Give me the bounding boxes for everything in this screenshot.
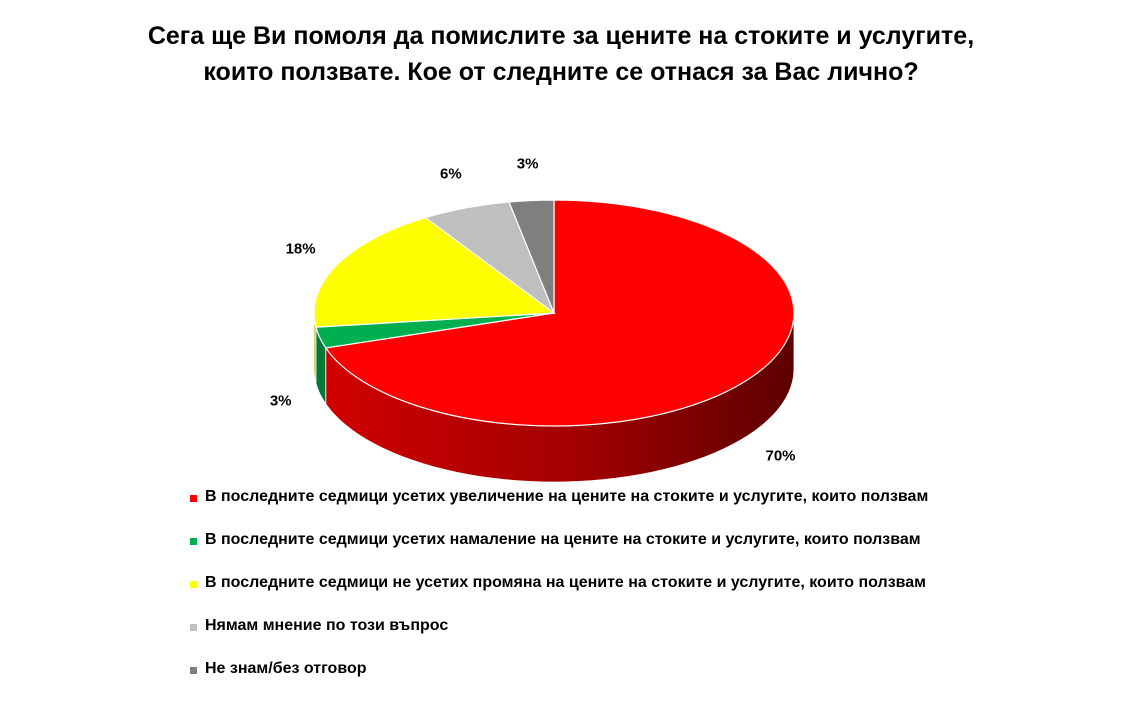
legend-label: Нямам мнение по този въпрос: [205, 617, 449, 634]
legend-item: В последните седмици усетих увеличение н…: [190, 488, 928, 531]
legend-label: В последните седмици не усетих промяна н…: [205, 574, 927, 591]
chart-title-line-2: които ползвате. Кое от следните се отнас…: [203, 58, 919, 86]
legend-item: В последните седмици усетих намаление на…: [190, 531, 928, 574]
legend-item: Не знам/без отговор: [190, 660, 928, 703]
legend-label: Не знам/без отговор: [205, 660, 367, 677]
pie-tops: [313, 199, 795, 427]
pie-slice: [324, 199, 795, 427]
legend-swatch: [190, 538, 197, 545]
pie-sides: [313, 312, 795, 483]
data-label: 3%: [517, 156, 539, 173]
pie-slice: [508, 199, 555, 314]
data-label: 18%: [286, 241, 316, 258]
data-label: 70%: [765, 448, 795, 465]
legend-label: В последните седмици усетих увеличение н…: [205, 488, 929, 505]
data-label: 3%: [270, 392, 292, 409]
legend: В последните седмици усетих увеличение н…: [190, 488, 928, 703]
legend-swatch: [190, 581, 197, 588]
pie-slice: [313, 216, 556, 328]
pie-labels: 70% 3% 18% 6% 3%: [270, 156, 796, 465]
legend-item: В последните седмици не усетих промяна н…: [190, 574, 928, 617]
chart-title: Сега ще Ви помоля да помислите за цените…: [0, 18, 1122, 90]
legend-swatch: [190, 667, 197, 674]
legend-swatch: [190, 495, 197, 502]
legend-label: В последните седмици усетих намаление на…: [205, 531, 921, 548]
chart-title-line-1: Сега ще Ви помоля да помислите за цените…: [147, 22, 975, 50]
data-label: 6%: [440, 165, 462, 182]
legend-swatch: [190, 624, 197, 631]
legend-item: Нямам мнение по този въпрос: [190, 617, 928, 660]
